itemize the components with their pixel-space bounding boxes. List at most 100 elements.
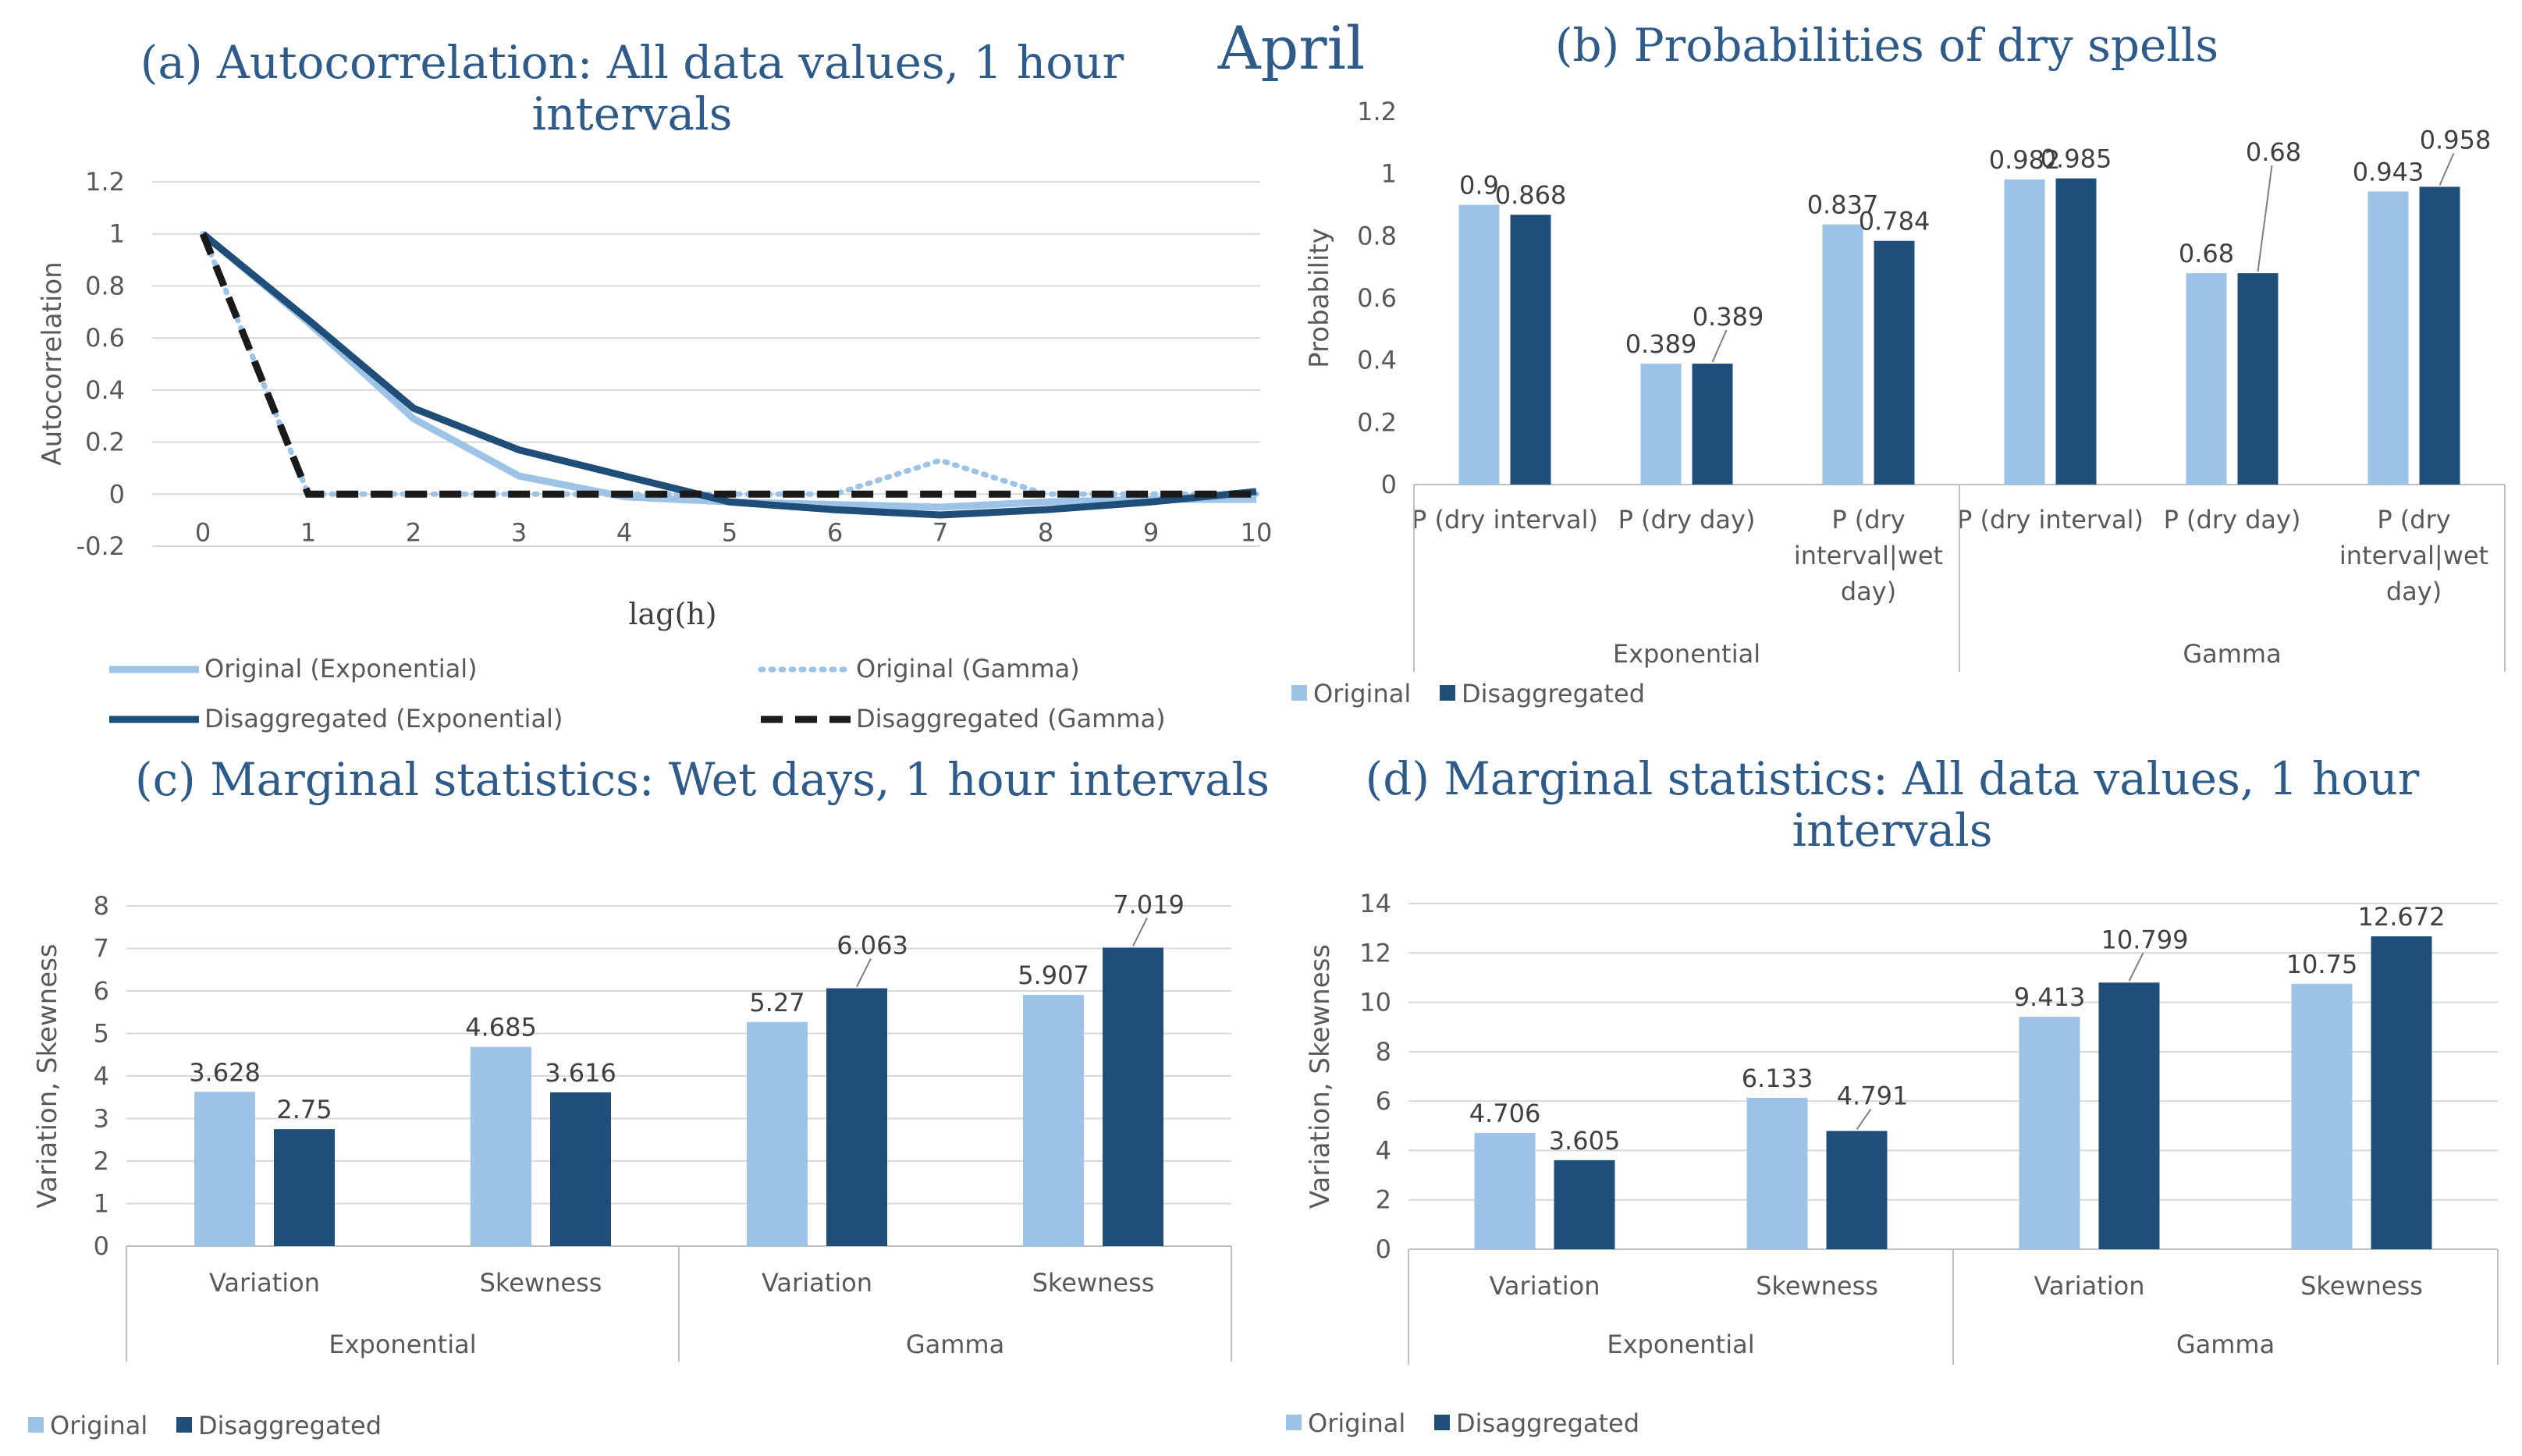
chart-b-y-tick-label: 0.6 [1357, 283, 1397, 313]
chart-a-x-tick-label: 4 [616, 517, 632, 547]
chart-d-category-label: Skewness [1756, 1271, 1878, 1301]
chart-a-x-tick-label: 8 [1038, 517, 1053, 547]
chart-b-category-label: P (dry day) [2164, 505, 2301, 534]
chart-b-category-label: interval|wet [1794, 541, 1943, 570]
chart-a-x-tick-label: 10 [1241, 517, 1273, 547]
chart-c-y-tick-label: 0 [94, 1231, 109, 1261]
chart-b-data-label-leader [2257, 165, 2273, 272]
chart-d-y-tick-label: 0 [1376, 1234, 1391, 1264]
chart-d-y-tick-label: 6 [1376, 1086, 1391, 1116]
chart-b-y-tick-label: 0.4 [1357, 346, 1397, 375]
chart-a-title: intervals [532, 87, 733, 140]
chart-b-bar-original [1822, 224, 1863, 485]
chart-a-y-tick-label: -0.2 [76, 531, 125, 561]
chart-a-y-tick-label: 0 [109, 479, 125, 509]
chart-a-legend-label: Disaggregated (Exponential) [204, 704, 563, 733]
chart-c-category-label: Skewness [480, 1268, 602, 1298]
chart-d-data-label-leader [2128, 952, 2144, 982]
chart-a-y-tick-label: 0.6 [85, 323, 125, 353]
chart-d-title: (d) Marginal statistics: All data values… [1366, 752, 2420, 805]
chart-a-series-line-0 [201, 231, 1256, 511]
chart-a-y-axis-label: Autocorrelation [37, 261, 68, 465]
chart-d-category-label: Variation [2034, 1271, 2145, 1301]
chart-b-bar-original [1640, 364, 1682, 485]
chart-b-data-label: 0.9 [1459, 171, 1499, 201]
chart-b-bar-original [2367, 191, 2409, 485]
chart-b-bar-disaggregated [2237, 273, 2279, 485]
chart-c-data-label: 4.685 [465, 1013, 537, 1042]
chart-d-data-label: 10.799 [2101, 925, 2189, 954]
chart-c-data-label: 2.75 [276, 1095, 332, 1124]
chart-b-y-tick-label: 0.8 [1357, 221, 1397, 250]
chart-d-bar-disaggregated [2371, 936, 2432, 1249]
chart-d-legend-label: Disaggregated [1456, 1408, 1639, 1438]
chart-c-y-tick-label: 7 [94, 934, 109, 964]
chart-a-y-tick-label: 0.8 [85, 271, 125, 300]
chart-b-y-tick-label: 1 [1381, 159, 1397, 189]
chart-d-y-tick-label: 14 [1359, 889, 1391, 918]
chart-b-data-label-leader [1711, 329, 1728, 363]
chart-d-title: intervals [1792, 804, 1993, 857]
chart-b-legend-swatch [1291, 685, 1307, 701]
chart-c-group-label: Gamma [906, 1330, 1004, 1359]
chart-a-x-tick-label: 5 [722, 517, 737, 547]
chart-b-data-label: 0.958 [2420, 125, 2492, 154]
chart-c-bar-disaggregated [550, 1092, 611, 1246]
chart-a-x-tick-label: 1 [300, 517, 316, 547]
chart-b-y-tick-label: 1.2 [1357, 97, 1397, 126]
chart-b-bar-disaggregated [2055, 178, 2097, 485]
chart-b-category-label: P (dry interval) [1412, 505, 1598, 534]
chart-b-bar-disaggregated [1510, 215, 1551, 485]
chart-a-x-tick-label: 9 [1143, 517, 1159, 547]
chart-d-y-tick-label: 4 [1376, 1135, 1391, 1165]
chart-d-data-label: 6.133 [1742, 1064, 1813, 1093]
chart-b-category-label: day) [2386, 577, 2442, 606]
chart-c-category-label: Variation [762, 1268, 872, 1298]
figure-title: April [1217, 13, 1365, 83]
chart-a-x-tick-label: 3 [511, 517, 527, 547]
chart-c-y-tick-label: 4 [94, 1061, 109, 1091]
chart-b-data-label: 0.389 [1693, 302, 1764, 332]
chart-d-bar-original [2019, 1017, 2080, 1249]
chart-d-bar-original [1746, 1097, 1808, 1249]
chart-c-bar-disaggregated [1103, 947, 1163, 1246]
chart-c-y-axis-label: Variation, Skewness [32, 943, 63, 1208]
chart-d-y-tick-label: 12 [1359, 938, 1391, 968]
chart-b-y-axis-label: Probability [1304, 228, 1335, 368]
chart-c-legend-swatch [176, 1417, 192, 1433]
chart-c-data-label: 5.27 [749, 988, 805, 1017]
chart-c-bar-original [471, 1046, 531, 1246]
chart-a-legend-label: Original (Exponential) [204, 654, 478, 684]
chart-b-data-label-leader [2439, 152, 2455, 186]
chart-c-bar-original [747, 1021, 808, 1246]
chart-d-category-label: Skewness [2300, 1271, 2423, 1301]
chart-c-category-label: Variation [209, 1268, 320, 1298]
chart-c-y-tick-label: 8 [94, 891, 109, 921]
chart-b-data-label: 0.868 [1495, 180, 1567, 210]
chart-d-data-label: 9.413 [2014, 982, 2086, 1012]
chart-d-y-tick-label: 8 [1376, 1037, 1391, 1067]
chart-a-x-tick-label: 2 [406, 517, 421, 547]
chart-d-bar-original [1474, 1133, 1536, 1249]
chart-b-category-label: P (dry [1831, 505, 1905, 534]
chart-b-data-label: 0.68 [2246, 137, 2301, 167]
chart-d-y-tick-label: 10 [1359, 988, 1391, 1017]
chart-d-data-label: 12.672 [2358, 902, 2446, 932]
chart-d-group-label: Exponential [1607, 1330, 1754, 1359]
chart-c-bar-original [1023, 995, 1084, 1246]
chart-b-data-label: 0.982 [1989, 145, 2061, 175]
chart-c-y-tick-label: 5 [94, 1019, 109, 1049]
chart-c-legend-label: Original [50, 1411, 147, 1440]
chart-d-bar-disaggregated [1826, 1131, 1888, 1249]
chart-b-bar-original [1458, 204, 1500, 485]
chart-d-bar-original [2291, 983, 2353, 1249]
chart-b-category-label: interval|wet [2339, 541, 2488, 570]
chart-d-y-tick-label: 2 [1376, 1185, 1391, 1215]
chart-c-data-label: 3.628 [189, 1057, 261, 1087]
panel-c-wet-days-marginal-stats-chart: (c) Marginal statistics: Wet days, 1 hou… [28, 753, 1270, 1440]
chart-c-category-label: Skewness [1032, 1268, 1155, 1298]
chart-c-bar-disaggregated [826, 988, 887, 1246]
panel-d-all-values-marginal-stats-chart: (d) Marginal statistics: All data values… [1286, 752, 2499, 1438]
chart-d-legend-swatch [1434, 1415, 1450, 1430]
